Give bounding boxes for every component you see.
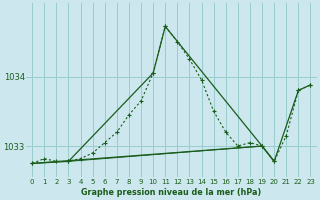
X-axis label: Graphe pression niveau de la mer (hPa): Graphe pression niveau de la mer (hPa) <box>81 188 261 197</box>
